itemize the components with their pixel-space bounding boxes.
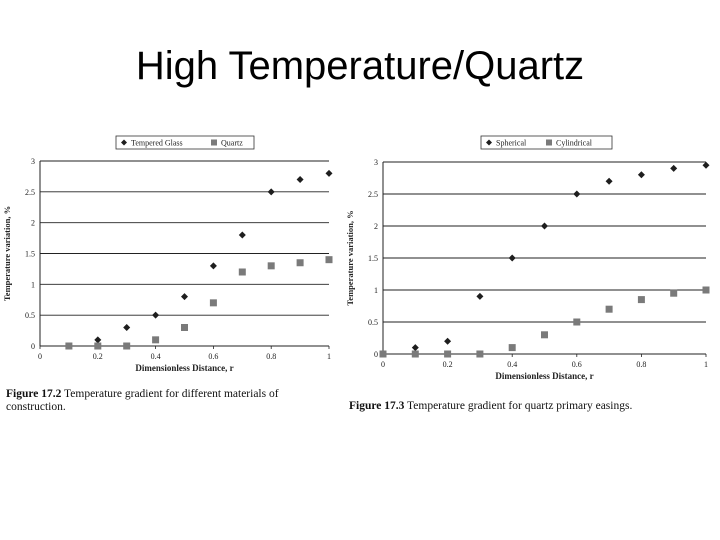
legend-label: Spherical [496, 139, 527, 148]
y-tick-label: 2.5 [368, 190, 378, 199]
data-point-diamond [181, 293, 188, 301]
data-point-square [508, 344, 516, 352]
y-tick-label: 2.5 [25, 188, 35, 197]
legend: Tempered Glass Quartz [115, 135, 255, 150]
legend-square-marker [546, 139, 552, 146]
data-point-square [605, 305, 613, 313]
caption-label: Figure 17.2 [6, 388, 62, 400]
data-point-diamond [123, 324, 131, 331]
y-tick-label: 0 [374, 350, 378, 359]
y-tick-label: 3 [31, 157, 35, 166]
figure-caption: Figure 17.2 Temperature gradient for dif… [6, 388, 326, 414]
data-point-diamond [325, 169, 333, 177]
data-point-diamond [573, 190, 581, 198]
x-axis-title: Dimensionless Distance, r [135, 363, 233, 373]
data-point-square [573, 318, 581, 326]
legend-square-marker [211, 139, 217, 146]
data-point-square [238, 268, 246, 276]
y-axis-title: Temperature variation, % [345, 210, 355, 305]
x-tick-label: 0 [38, 352, 42, 361]
data-point-diamond [444, 337, 452, 345]
data-point-diamond [702, 161, 710, 169]
x-tick-label: 0 [381, 360, 385, 369]
data-point-square [379, 350, 387, 358]
data-point-diamond [476, 292, 484, 300]
data-point-square [123, 342, 131, 350]
x-tick-label: 0.6 [572, 360, 582, 369]
data-point-square [411, 350, 419, 358]
data-point-diamond [508, 254, 516, 262]
data-point-square [702, 286, 710, 294]
legend-label: Tempered Glass [131, 139, 183, 148]
y-tick-label: 0.5 [368, 318, 378, 327]
y-axis-title: Temperature variation, % [2, 206, 12, 301]
data-point-square [209, 299, 217, 307]
legend-diamond-marker [486, 139, 492, 146]
data-point-diamond [238, 231, 246, 239]
data-point-square [670, 289, 678, 297]
y-tick-label: 1 [374, 286, 378, 295]
x-axis-title: Dimensionless Distance, r [495, 371, 593, 381]
data-point-square [152, 336, 160, 344]
x-tick-label: 0.2 [93, 352, 103, 361]
data-point-diamond [267, 188, 275, 196]
x-tick-label: 1 [327, 352, 331, 361]
y-tick-label: 2 [31, 219, 35, 228]
y-tick-label: 1 [31, 280, 35, 289]
data-point-square [94, 342, 102, 350]
figure-17-2: 0 0.5 1 1.5 2 2.5 3 0 0.2 0.4 0.6 0.8 1 Dimensionless… [0, 128, 345, 423]
x-tick-label: 0.8 [266, 352, 276, 361]
data-point-diamond [637, 171, 645, 179]
data-point-diamond [209, 262, 217, 270]
data-point-diamond [94, 336, 102, 344]
y-tick-label: 3 [374, 158, 378, 167]
legend-diamond-marker [121, 139, 127, 146]
data-point-diamond [670, 164, 678, 172]
data-point-square [325, 256, 333, 264]
data-point-diamond [296, 176, 304, 183]
data-point-square [541, 331, 548, 339]
y-tick-label: 1.5 [25, 250, 35, 259]
figure-caption: Figure 17.3 Temperature gradient for qua… [349, 400, 709, 413]
legend-box [115, 135, 255, 150]
data-point-diamond [541, 222, 548, 230]
chart-temperature-gradient-quartz-casings: 0 0.5 1 1.5 2 2.5 3 0 0.2 0.4 0.6 0.8 1 Dimensionless… [345, 135, 710, 381]
y-tick-label: 2 [374, 222, 378, 231]
y-tick-label: 1.5 [368, 254, 378, 263]
data-point-square [444, 350, 452, 358]
figure-17-3: 0 0.5 1 1.5 2 2.5 3 0 0.2 0.4 0.6 0.8 1 Dimensionless… [345, 128, 720, 423]
data-point-square [65, 342, 73, 350]
x-tick-label: 0.4 [151, 352, 161, 361]
x-tick-label: 0.8 [636, 360, 646, 369]
data-point-diamond [605, 177, 613, 185]
x-tick-label: 0.4 [507, 360, 517, 369]
x-tick-label: 0.6 [208, 352, 218, 361]
slide-title: High Temperature/Quartz [135, 44, 585, 88]
y-tick-label: 0 [31, 342, 35, 351]
caption-text: Temperature gradient for different mater… [6, 388, 279, 413]
legend: Spherical Cylindrical [480, 135, 613, 150]
chart-temperature-gradient-materials: 0 0.5 1 1.5 2 2.5 3 0 0.2 0.4 0.6 0.8 1 Dimensionless… [2, 135, 333, 373]
data-point-square [296, 259, 304, 267]
y-tick-label: 0.5 [25, 311, 35, 320]
x-tick-label: 0.2 [443, 360, 453, 369]
data-point-diamond [152, 311, 160, 319]
legend-label: Quartz [221, 139, 243, 148]
data-point-square [476, 350, 484, 358]
caption-text: Temperature gradient for quartz primary … [407, 400, 633, 412]
caption-label: Figure 17.3 [349, 400, 405, 412]
data-point-diamond [411, 344, 419, 352]
data-point-square [267, 262, 275, 270]
legend-label: Cylindrical [556, 139, 593, 148]
x-tick-label: 1 [704, 360, 708, 369]
data-point-square [181, 324, 188, 331]
data-point-square [637, 296, 645, 304]
